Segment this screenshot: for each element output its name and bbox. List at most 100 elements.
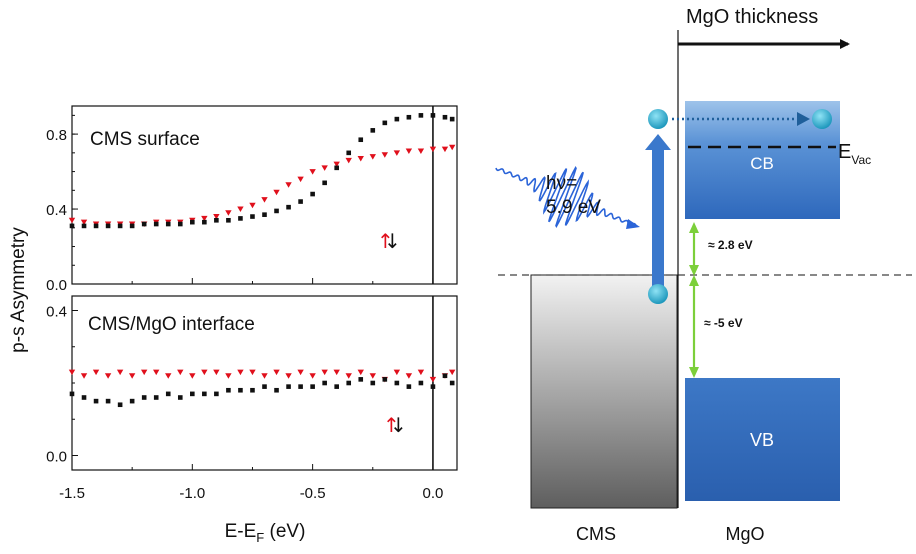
- data-point-spin-up: [393, 369, 401, 376]
- electron-transfer-arrowhead: [797, 112, 810, 126]
- mgo-label: MgO: [725, 524, 764, 544]
- data-point-spin-up: [237, 369, 244, 376]
- data-point-spin-down: [214, 391, 219, 397]
- data-point-spin-down: [394, 380, 400, 386]
- data-point-spin-down: [346, 150, 352, 156]
- data-point-spin-down: [238, 387, 243, 393]
- data-point-spin-up: [381, 152, 389, 158]
- data-point-spin-down: [430, 113, 436, 118]
- data-point-spin-up: [177, 369, 184, 376]
- data-point-spin-up: [128, 373, 136, 379]
- data-point-spin-up: [68, 369, 76, 376]
- band-diagram: MgO thickness CB EVac VB ≈ 2.8 eV: [495, 6, 912, 544]
- data-point-spin-up: [393, 150, 401, 156]
- data-point-spin-down: [250, 214, 255, 219]
- data-point-spin-down: [129, 398, 135, 404]
- data-point-spin-down: [190, 219, 195, 225]
- cb-label: CB: [750, 154, 774, 173]
- data-point-spin-down: [382, 120, 388, 126]
- data-point-spin-down: [117, 402, 123, 408]
- data-point-spin-up: [417, 369, 425, 376]
- data-point-spin-up: [333, 161, 340, 168]
- data-point-spin-down: [298, 384, 303, 389]
- data-point-spin-up: [333, 369, 340, 376]
- data-point-spin-up: [285, 373, 292, 379]
- data-point-spin-down: [105, 223, 111, 229]
- data-point-spin-down: [310, 384, 315, 389]
- data-point-spin-down: [141, 395, 147, 400]
- chart-top-title: CMS surface: [90, 129, 200, 150]
- data-point-spin-up: [249, 369, 256, 376]
- photon-label-line1: hν=: [546, 173, 577, 194]
- data-point-spin-up: [237, 206, 244, 213]
- data-point-spin-up: [261, 373, 268, 379]
- data-point-spin-up: [448, 369, 456, 376]
- x-tick-label: -0.5: [300, 485, 326, 502]
- data-point-spin-down: [430, 384, 436, 389]
- data-point-spin-up: [201, 215, 208, 222]
- data-point-spin-down: [358, 137, 364, 143]
- data-point-spin-down: [334, 384, 339, 389]
- data-point-spin-up: [345, 373, 352, 379]
- data-point-spin-down: [105, 398, 111, 404]
- evac-label: EVac: [838, 141, 871, 167]
- data-point-spin-up: [116, 369, 124, 376]
- data-point-spin-down: [406, 114, 412, 120]
- data-point-spin-up: [297, 176, 304, 183]
- data-point-spin-up: [273, 369, 280, 376]
- data-point-spin-down: [93, 398, 99, 404]
- data-point-spin-down: [449, 380, 455, 386]
- data-point-spin-down: [250, 387, 255, 393]
- data-point-spin-down: [418, 380, 424, 386]
- data-point-spin-down: [141, 221, 147, 227]
- y-tick-label: 0.0: [46, 277, 67, 294]
- data-point-spin-up: [189, 373, 196, 379]
- y-tick-label: 0.8: [46, 127, 67, 144]
- spin-up-arrow: ↑: [377, 229, 394, 253]
- data-point-spin-down: [165, 221, 171, 227]
- data-point-spin-down: [286, 204, 291, 210]
- x-tick-label: 0.0: [423, 485, 444, 502]
- data-point-spin-down: [322, 180, 327, 186]
- data-point-spin-up: [441, 146, 449, 153]
- data-point-spin-up: [140, 369, 148, 376]
- data-point-spin-down: [190, 391, 195, 397]
- photon-wave: [495, 166, 637, 228]
- data-point-spin-down: [129, 223, 135, 229]
- data-point-spin-down: [382, 377, 388, 382]
- chart-top-panel: 0.0 0.4 0.8 CMS surface ↑↓: [46, 105, 458, 294]
- data-point-spin-up: [369, 154, 376, 160]
- data-point-spin-down: [165, 391, 171, 397]
- data-point-spin-down: [286, 384, 291, 389]
- data-point-spin-down: [346, 380, 352, 386]
- y-tick-label: 0.4: [46, 202, 67, 219]
- spin-up-arrow: ↑: [383, 413, 400, 437]
- data-point-spin-up: [68, 217, 76, 224]
- data-point-spin-down: [274, 387, 279, 393]
- data-point-spin-down: [334, 165, 339, 171]
- data-point-spin-up: [80, 373, 88, 379]
- cms-label: CMS: [576, 524, 616, 544]
- excitation-arrow: [645, 134, 671, 291]
- data-point-spin-down: [202, 219, 207, 225]
- data-point-spin-down: [370, 380, 376, 386]
- gap-lower-label: ≈ -5 eV: [704, 316, 743, 330]
- data-point-spin-up: [321, 369, 328, 376]
- data-point-spin-down: [418, 113, 424, 118]
- data-point-spin-down: [298, 199, 303, 204]
- data-point-spin-up: [429, 146, 437, 153]
- data-point-spin-down: [442, 373, 448, 379]
- chart-top-frame: [71, 105, 458, 285]
- data-point-spin-up: [225, 210, 232, 216]
- data-point-spin-up: [369, 373, 376, 379]
- data-point-spin-up: [104, 373, 112, 379]
- y-tick-label: 0.4: [46, 304, 67, 321]
- data-point-spin-up: [249, 202, 256, 209]
- data-point-spin-up: [213, 369, 220, 376]
- data-point-spin-down: [153, 221, 159, 227]
- chart-bottom-title: CMS/MgO interface: [88, 314, 255, 335]
- data-point-spin-up: [321, 165, 328, 171]
- electron-emitted: [812, 109, 832, 129]
- data-point-spin-up: [213, 214, 220, 220]
